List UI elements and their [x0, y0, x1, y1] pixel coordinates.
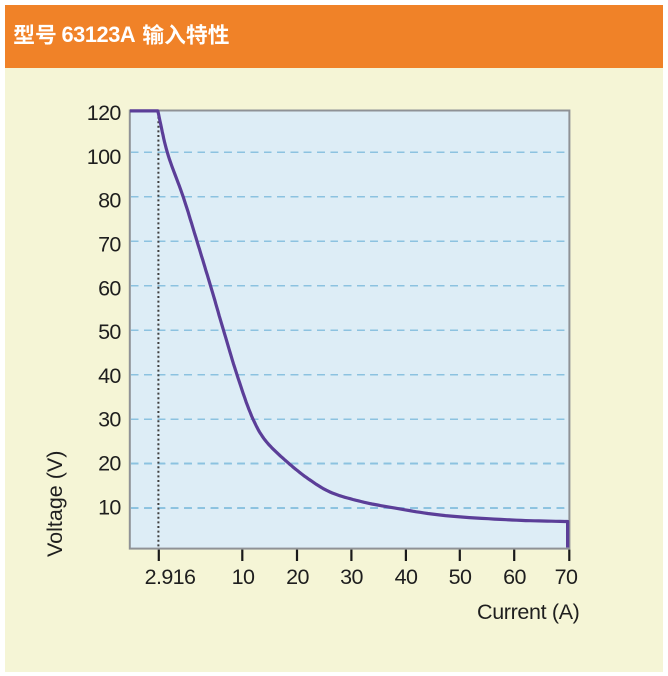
svg-text:20: 20	[286, 565, 309, 589]
svg-text:50: 50	[449, 565, 472, 589]
svg-text:Current (A): Current (A)	[477, 600, 579, 624]
svg-text:Voltage (V): Voltage (V)	[43, 451, 67, 557]
svg-text:100: 100	[87, 145, 122, 169]
svg-text:40: 40	[395, 565, 418, 589]
svg-text:63123A: 63123A	[62, 22, 136, 47]
svg-text:2.916: 2.916	[145, 565, 196, 589]
svg-text:40: 40	[98, 364, 121, 388]
svg-text:10: 10	[98, 495, 121, 519]
svg-text:120: 120	[87, 101, 122, 125]
svg-text:70: 70	[555, 565, 578, 589]
svg-text:30: 30	[340, 565, 363, 589]
svg-text:80: 80	[98, 189, 121, 213]
svg-text:10: 10	[232, 565, 255, 589]
svg-text:50: 50	[98, 320, 121, 344]
svg-text:60: 60	[503, 565, 526, 589]
svg-text:60: 60	[98, 276, 121, 300]
svg-text:30: 30	[98, 408, 121, 432]
svg-text:70: 70	[98, 233, 121, 257]
svg-text:20: 20	[98, 452, 121, 476]
